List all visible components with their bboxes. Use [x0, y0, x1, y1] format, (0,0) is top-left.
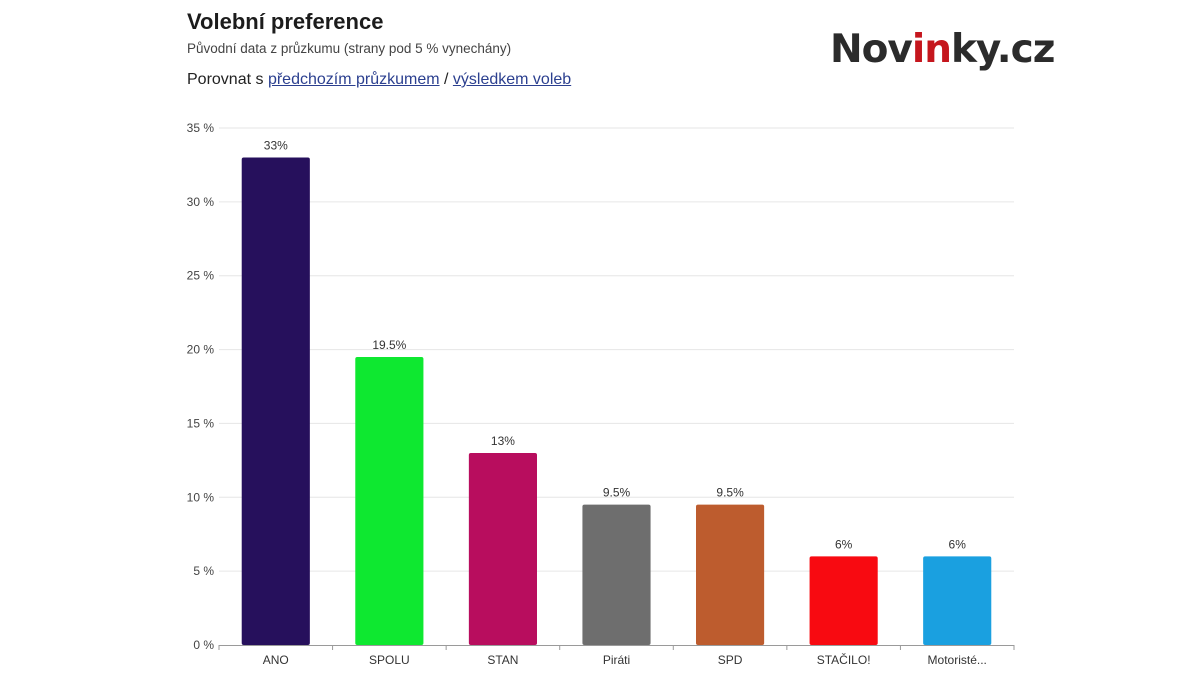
compare-separator: / — [439, 71, 453, 88]
bar — [923, 556, 992, 645]
y-tick-label: 30 % — [187, 195, 215, 209]
compare-line: Porovnat s předchozím průzkumem / výsled… — [187, 70, 827, 90]
bar-value-label: 9.5% — [716, 486, 744, 500]
chart-header: Volební preference Původní data z průzku… — [187, 8, 827, 90]
x-tick-label: ANO — [263, 653, 289, 667]
bar — [468, 452, 537, 645]
chart-title: Volební preference — [187, 9, 384, 34]
bar-value-label: 19.5% — [372, 338, 406, 352]
x-tick-label: SPOLU — [369, 653, 410, 667]
logo-text-end: ky.cz — [951, 27, 1055, 72]
y-tick-label: 0 % — [193, 638, 214, 652]
y-tick-label: 15 % — [187, 416, 215, 430]
bar-value-label: 6% — [949, 537, 967, 551]
chart-subtitle: Původní data z průzkumu (strany pod 5 % … — [187, 41, 512, 56]
novinky-logo[interactable]: Novinky.cz — [830, 26, 1055, 74]
y-tick-label: 35 % — [187, 121, 215, 135]
bar-value-label: 9.5% — [603, 486, 631, 500]
bar-value-label: 33% — [264, 139, 288, 153]
bar — [809, 556, 878, 645]
y-tick-label: 20 % — [187, 343, 215, 357]
logo-text-start: Nov — [830, 27, 913, 72]
bar — [241, 157, 310, 646]
bar — [582, 504, 651, 645]
logo-text-accent: in — [911, 27, 952, 72]
bar-value-label: 13% — [491, 434, 515, 448]
x-tick-label: Piráti — [603, 653, 630, 667]
bar — [696, 504, 765, 645]
x-tick-label: SPD — [718, 653, 743, 667]
x-tick-label: STAČILO! — [817, 652, 871, 667]
x-tick-label: Motoristé... — [928, 653, 987, 667]
compare-election-result-link[interactable]: výsledkem voleb — [452, 71, 572, 88]
compare-previous-survey-link[interactable]: předchozím průzkumem — [267, 71, 440, 88]
bar — [355, 356, 424, 645]
x-tick-label: STAN — [487, 653, 518, 667]
y-tick-label: 10 % — [187, 490, 215, 504]
y-tick-label: 25 % — [187, 269, 215, 283]
compare-prefix: Porovnat s — [187, 71, 268, 88]
y-tick-label: 5 % — [193, 564, 214, 578]
bar-value-label: 6% — [835, 537, 853, 551]
